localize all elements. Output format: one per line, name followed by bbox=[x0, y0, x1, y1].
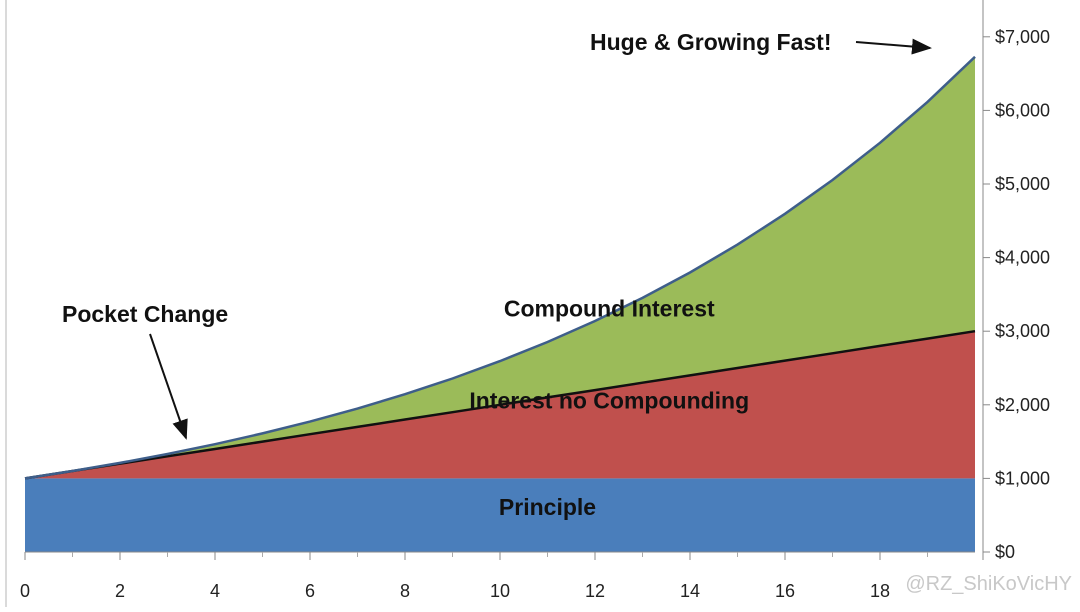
area-compound-interest bbox=[25, 56, 975, 479]
x-tick-label: 12 bbox=[585, 581, 605, 601]
y-tick-label: $0 bbox=[995, 542, 1015, 562]
series-label-interest-no-compounding: Interest no Compounding bbox=[469, 387, 749, 413]
x-tick-label: 2 bbox=[115, 581, 125, 601]
x-tick-label: 14 bbox=[680, 581, 700, 601]
x-tick-label: 10 bbox=[490, 581, 510, 601]
annotation-arrow-pocket-change bbox=[149, 333, 188, 440]
line-compound-total bbox=[24, 55, 976, 480]
y-tick-label: $6,000 bbox=[995, 100, 1050, 120]
x-tick-label: 0 bbox=[20, 581, 30, 601]
x-tick-label: 6 bbox=[305, 581, 315, 601]
x-tick-label: 16 bbox=[775, 581, 795, 601]
watermark-text: @RZ_ShiKoVicHY bbox=[905, 573, 1072, 595]
y-tick-label: $3,000 bbox=[995, 321, 1050, 341]
y-tick-label: $4,000 bbox=[995, 248, 1050, 268]
y-tick-label: $1,000 bbox=[995, 468, 1050, 488]
y-tick-label: $7,000 bbox=[995, 27, 1050, 47]
x-tick-label: 8 bbox=[400, 581, 410, 601]
annotation-pocket-change: Pocket Change bbox=[62, 301, 228, 327]
series-label-principle: Principle bbox=[499, 494, 596, 520]
annotation-arrow-huge-growing bbox=[855, 38, 932, 55]
annotation-huge-growing: Huge & Growing Fast! bbox=[590, 29, 832, 55]
series-label-compound-interest: Compound Interest bbox=[504, 295, 715, 321]
line-no-compounding-total bbox=[24, 329, 976, 480]
y-tick-label: $2,000 bbox=[995, 395, 1050, 415]
x-tick-label: 18 bbox=[870, 581, 890, 601]
y-tick-label: $5,000 bbox=[995, 174, 1050, 194]
x-tick-label: 4 bbox=[210, 581, 220, 601]
area-principle bbox=[25, 478, 975, 552]
